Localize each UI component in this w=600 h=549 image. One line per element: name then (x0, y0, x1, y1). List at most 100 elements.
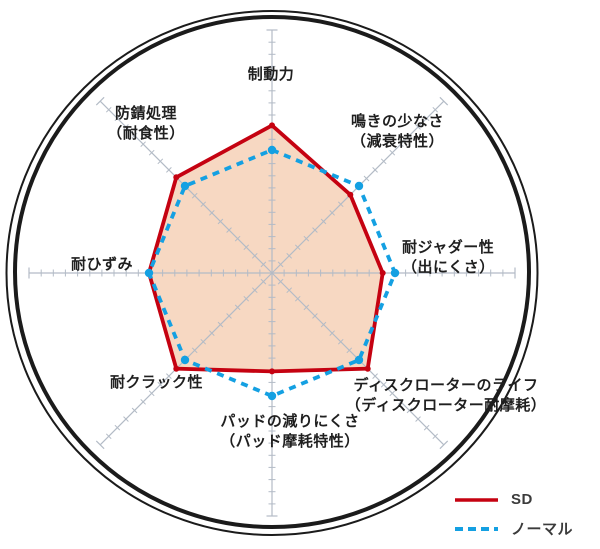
normal-vertex-dot (354, 355, 364, 365)
normal-vertex-dot (354, 181, 364, 191)
axis-tick (406, 132, 413, 139)
axis-label-low-squeal: 鳴きの少なさ （減衰特性） (351, 112, 444, 152)
axis-label-distortion-resistance: 耐ひずみ (71, 255, 133, 275)
axis-label-pad-wear: パッドの減りにくさ （パッド摩耗特性） (220, 412, 360, 452)
axis-label-line1: パッドの減りにくさ (220, 413, 360, 430)
axis-label-line1: ディスクローターのライフ (353, 377, 539, 394)
axis-tick (226, 313, 232, 319)
legend-item-normal: ノーマル (455, 518, 573, 539)
axis-tick (312, 313, 318, 319)
axis-tick (166, 373, 172, 379)
axis-end-cap (439, 440, 449, 450)
axis-tick (320, 218, 327, 225)
axis-label-line1: 制動力 (247, 66, 295, 83)
axis-tick (423, 115, 430, 122)
sd-vertex-dot (269, 368, 275, 375)
axis-tick (131, 407, 138, 414)
axis-label-line2: （減衰特性） (351, 133, 445, 150)
axis-tick (423, 424, 430, 431)
axis-tick (200, 201, 207, 208)
axis-label-braking-power: 制動力 (248, 65, 295, 85)
axis-end-cap (439, 96, 449, 106)
axis-tick (372, 167, 378, 173)
axis-tick (406, 407, 413, 414)
axis-tick (217, 218, 224, 225)
sd-area-fill (149, 125, 383, 372)
axis-end-cap (95, 440, 105, 450)
axis-tick (277, 261, 284, 268)
axis-label-line2: （出にくさ） (402, 259, 495, 276)
axis-tick (234, 235, 241, 242)
legend-label-normal: ノーマル (511, 521, 574, 538)
normal-vertex-dot (267, 391, 277, 401)
normal-polygon (146, 147, 398, 399)
axis-tick (148, 390, 155, 397)
axis-tick (105, 433, 112, 440)
normal-vertex-dot (180, 355, 190, 365)
axis-tick (131, 132, 138, 139)
axis-tick (260, 278, 267, 285)
axis-tick (277, 278, 284, 285)
sd-solid-line-swatch (455, 497, 498, 502)
axis-tick (415, 124, 421, 130)
axis-tick (398, 141, 404, 147)
sd-vertex-dot (173, 174, 180, 181)
axis-tick (234, 304, 241, 311)
axis-tick (432, 433, 439, 440)
axis-label-line2: （パッド摩耗特性） (220, 433, 360, 450)
legend-label-sd: SD (511, 491, 533, 508)
sd-vertex-dot (269, 122, 275, 129)
axis-tick (123, 416, 129, 422)
axis-tick (191, 347, 198, 354)
legend-item-sd: SD (455, 489, 573, 510)
sd-vertex-dot (379, 270, 386, 276)
axis-end-cap (95, 96, 105, 106)
axis-tick (415, 416, 421, 422)
normal-dashed-line-swatch (455, 526, 498, 531)
axis-tick (157, 158, 164, 165)
normal-vertex-dot (390, 268, 400, 278)
axis-tick (260, 261, 267, 268)
axis-tick (329, 330, 335, 336)
axis-tick (251, 287, 258, 294)
axis-tick (200, 338, 207, 345)
axis-tick (303, 235, 310, 242)
axis-tick (380, 158, 387, 165)
axis-tick (243, 244, 250, 251)
axis-tick (432, 106, 439, 113)
axis-tick (329, 210, 335, 216)
axis-tick (346, 347, 353, 354)
axis-tick (140, 141, 146, 147)
axis-tick (389, 149, 396, 156)
axis-tick (294, 244, 301, 251)
axis-tick (303, 304, 310, 311)
axis-tick (312, 227, 318, 233)
axis-tick (114, 424, 121, 431)
axis-tick (286, 287, 293, 294)
axis-label-line2: （ディスクローター耐摩耗） (345, 397, 547, 414)
axis-tick (380, 381, 387, 388)
axis-label-line1: 鳴きの少なさ (351, 113, 445, 130)
axis-tick (320, 321, 327, 328)
axis-tick (191, 192, 198, 199)
axis-label-rust-prevention: 防錆処理 （耐食性） (107, 104, 185, 144)
axis-tick (226, 227, 232, 233)
axis-tick (251, 252, 258, 259)
axis-tick (166, 167, 172, 173)
axis-tick (217, 321, 224, 328)
axis-label-crack-resistance: 耐クラック性 (110, 373, 203, 393)
sd-vertex-dot (364, 365, 371, 372)
axis-label-line2: （耐食性） (107, 125, 185, 142)
axis-tick (337, 201, 344, 208)
axis-label-line1: 耐ひずみ (71, 256, 134, 273)
normal-vertex-dot (267, 145, 277, 155)
axis-label-line1: 耐クラック性 (110, 374, 204, 391)
axis-tick (243, 295, 250, 302)
axis-tick (105, 106, 112, 113)
rotor-outer-ring (5, 10, 539, 536)
axis-tick (209, 330, 215, 336)
rotor-inner-ring (13, 15, 531, 529)
axis-tick (286, 252, 293, 259)
axis-tick (389, 390, 396, 397)
